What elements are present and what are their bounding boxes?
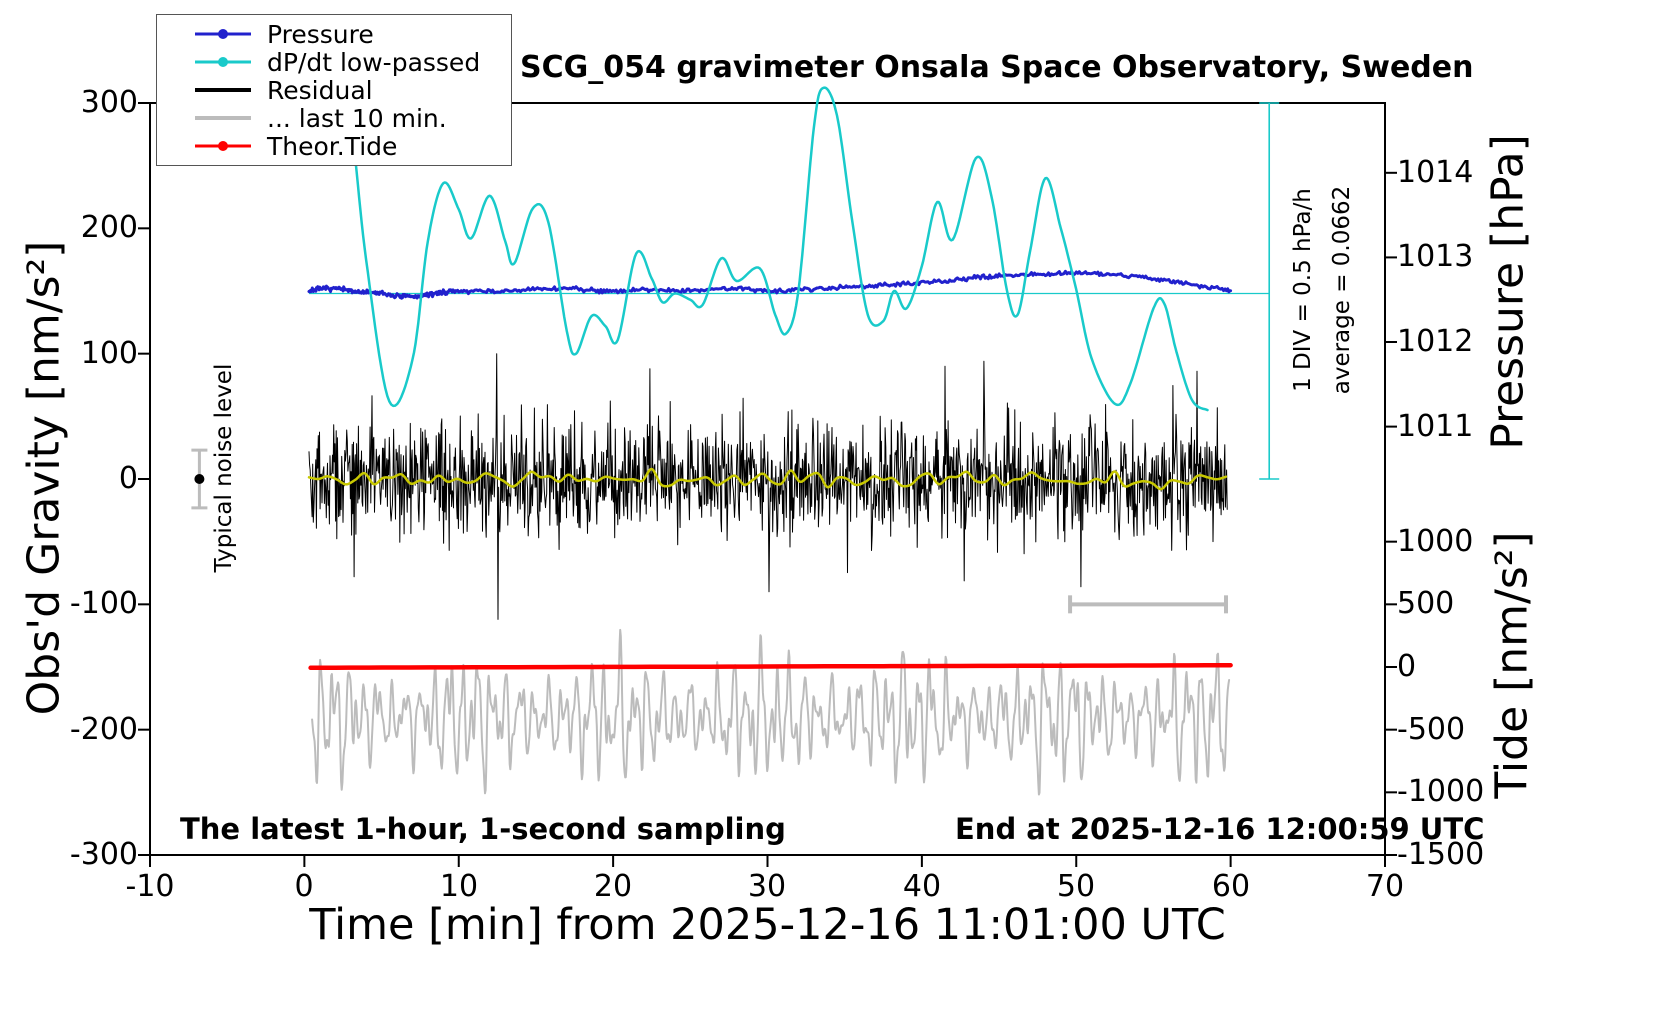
tide-tick-label: -500 <box>1397 712 1466 747</box>
last10-line-sample <box>195 116 251 120</box>
residual-line-sample <box>195 88 251 92</box>
gravity-tick-label: 300 <box>80 85 138 120</box>
x-tick-label: 0 <box>294 869 314 904</box>
gravity-tick-label: -200 <box>69 712 138 747</box>
dpdt-dot-sample <box>218 57 228 67</box>
tide-tick-label: 0 <box>1397 649 1417 684</box>
gravity-tick-label: 100 <box>80 336 138 371</box>
legend-label-pressure: Pressure <box>267 19 374 49</box>
tide-tick-label: 1000 <box>1397 524 1474 559</box>
average-value-label: average = 0.0662 <box>1329 185 1355 395</box>
legend-item-tide: Theor.Tide <box>157 131 511 161</box>
legend-label-tide: Theor.Tide <box>267 131 398 161</box>
gravity-tick-label: -100 <box>69 586 138 621</box>
legend-item-residual: Residual <box>157 75 511 105</box>
tide-tick-label: 500 <box>1397 586 1455 621</box>
x-tick-label: 20 <box>593 869 633 904</box>
end-time-note: End at 2025-12-16 12:00:59 UTC <box>955 812 1485 846</box>
x-tick-label: 10 <box>439 869 479 904</box>
noise-level-label: Typical noise level <box>211 363 237 573</box>
legend-swatch-dpdt <box>195 56 251 68</box>
x-tick-label: 30 <box>747 869 787 904</box>
x-tick-label: -10 <box>125 869 175 904</box>
tide-tick-label: -1000 <box>1397 774 1485 809</box>
legend-swatch-pressure <box>195 28 251 40</box>
legend-label-last10: ... last 10 min. <box>267 103 447 133</box>
pressure-dot-sample <box>218 29 228 39</box>
pressure-tick-label: 1014 <box>1397 155 1474 190</box>
pressure-tick-label: 1013 <box>1397 239 1474 274</box>
legend-swatch-residual <box>195 84 251 96</box>
legend-item-last10: ... last 10 min. <box>157 103 511 133</box>
pressure-tick-label: 1011 <box>1397 409 1474 444</box>
tide-tick-label: -1500 <box>1397 837 1485 872</box>
sampling-note: The latest 1-hour, 1-second sampling <box>180 812 786 846</box>
x-tick-label: 70 <box>1365 869 1405 904</box>
x-tick-label: 60 <box>1211 869 1251 904</box>
legend-label-residual: Residual <box>267 75 373 105</box>
div-scale-label: 1 DIV = 0.5 hPa/h <box>1290 188 1316 392</box>
legend-label-dpdt: dP/dt low-passed <box>267 47 481 77</box>
x-axis-label: Time [min] from 2025-12-16 11:01:00 UTC <box>309 900 1226 950</box>
legend-item-dpdt: dP/dt low-passed <box>157 47 511 77</box>
legend-swatch-last10 <box>195 112 251 124</box>
gravity-tick-label: 200 <box>80 210 138 245</box>
x-tick-label: 40 <box>902 869 942 904</box>
pressure-tick-label: 1012 <box>1397 324 1474 359</box>
legend-item-pressure: Pressure <box>157 19 511 49</box>
legend-swatch-tide <box>195 140 251 152</box>
gravity-tick-label: 0 <box>118 461 138 496</box>
legend: Pressure dP/dt low-passed Residual ... l… <box>156 14 512 166</box>
gravity-tick-label: -300 <box>69 837 138 872</box>
chart-title: SCG_054 gravimeter Onsala Space Observat… <box>520 50 1474 85</box>
x-tick-label: 50 <box>1056 869 1096 904</box>
tide-dot-sample <box>218 141 228 151</box>
